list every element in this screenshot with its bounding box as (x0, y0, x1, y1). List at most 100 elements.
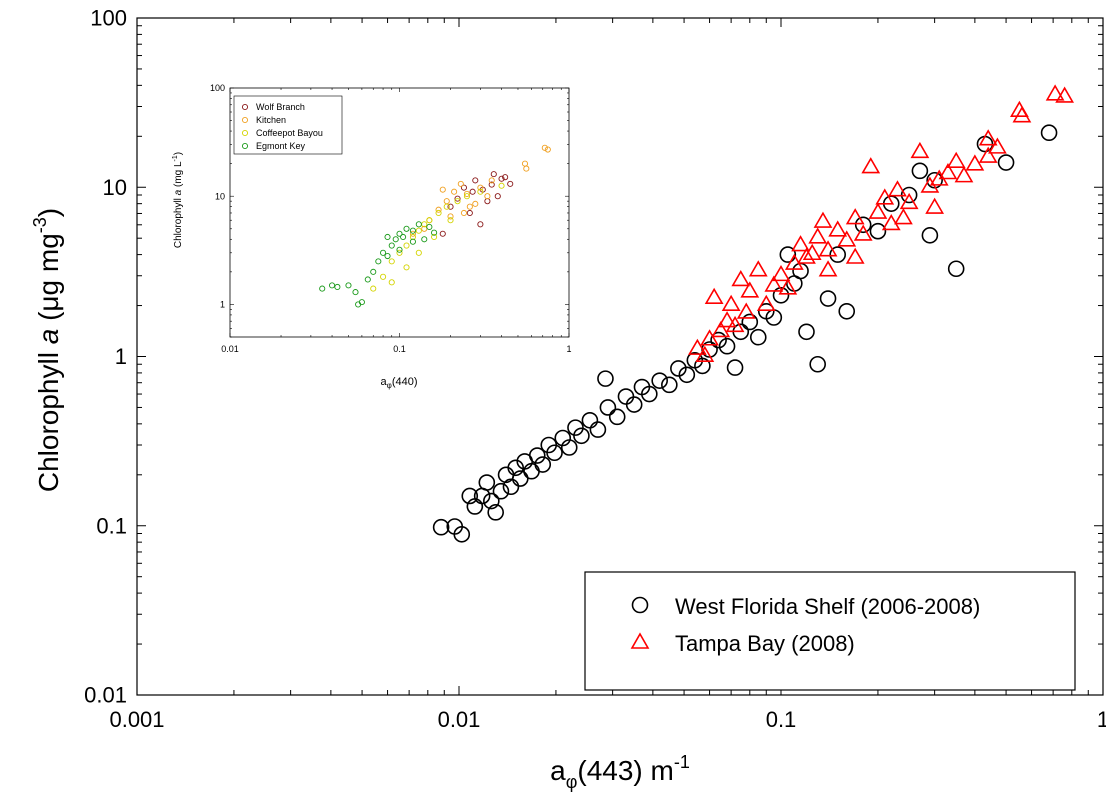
data-point-triangle (791, 235, 810, 252)
data-point-circle (488, 177, 495, 184)
data-point-circle (432, 518, 450, 536)
data-point-triangle (845, 247, 865, 264)
data-point-triangle (764, 275, 784, 292)
data-point-circle (415, 221, 422, 228)
data-point-circle (488, 181, 495, 188)
data-point-circle (403, 225, 410, 232)
x-tick-label: 0.1 (766, 707, 797, 732)
inset-legend-label: Wolf Branch (256, 102, 305, 112)
data-point-circle (463, 193, 471, 200)
x-tick-label: 0.1 (393, 344, 406, 354)
data-point-triangle (954, 166, 974, 183)
data-point-circle (854, 216, 872, 234)
data-point-circle (409, 238, 416, 245)
data-point-circle (431, 229, 438, 236)
data-point-circle (421, 236, 428, 243)
data-point-circle (523, 165, 530, 172)
data-point-circle (435, 206, 442, 213)
main-x-label-sup: -1 (674, 752, 690, 772)
data-point-circle (454, 195, 461, 202)
inset-y-label-rest: (mg L (173, 161, 184, 190)
data-point-circle (409, 230, 416, 237)
data-point-circle (439, 230, 446, 237)
data-point-circle (710, 331, 727, 349)
inset-axis-ticks: 0.01 0.1 1 1 10 100 (210, 83, 572, 354)
data-point-circle (772, 286, 790, 304)
y-tick-label: 0.01 (84, 683, 127, 708)
data-point-circle (498, 182, 505, 189)
data-point-circle (396, 246, 403, 253)
data-point-triangle (700, 329, 719, 346)
data-point-circle (396, 230, 403, 237)
legend-marker-circle (631, 596, 649, 614)
data-point-circle (380, 249, 387, 256)
data-point-circle (431, 233, 438, 241)
data-point-circle (798, 323, 815, 341)
data-point-circle (809, 355, 826, 373)
data-point-circle (453, 526, 471, 543)
inset-y-axis-label: Chlorophyll a (mg L-1) (172, 152, 184, 248)
main-y-label-sup: -3 (30, 217, 50, 233)
data-point-triangle (888, 180, 907, 197)
x-tick-label: 1 (1097, 707, 1106, 732)
data-point-circle (477, 221, 484, 228)
inset-data-points (319, 144, 551, 308)
data-point-circle (478, 474, 496, 491)
data-point-circle (599, 399, 617, 416)
y-tick-label: 10 (215, 191, 225, 201)
inset-legend-label: Egmont Key (256, 141, 306, 151)
data-point-triangle (736, 302, 756, 319)
main-y-label-close: ) (33, 208, 64, 217)
inset-y-label-close: ) (173, 152, 184, 155)
data-point-circle (460, 209, 467, 217)
data-point-circle (451, 188, 458, 195)
data-point-triangle (808, 227, 828, 244)
legend-label-tampa-bay: Tampa Bay (2008) (675, 631, 855, 656)
x-tick-label: 1 (566, 344, 571, 354)
data-point-circle (472, 200, 479, 207)
data-point-triangle (1055, 86, 1075, 103)
data-point-circle (384, 252, 391, 260)
main-data-points (432, 84, 1075, 543)
data-point-triangle (717, 311, 737, 328)
data-point-circle (352, 289, 359, 296)
data-point-triangle (946, 151, 966, 168)
data-point-triangle (853, 224, 873, 241)
data-point-triangle (778, 278, 798, 295)
data-point-circle (726, 359, 744, 376)
data-point-circle (819, 290, 837, 307)
data-point-triangle (688, 338, 707, 355)
data-point-circle (661, 376, 678, 394)
inset-x-label-sub: φ (387, 381, 392, 390)
data-point-triangle (818, 260, 838, 277)
data-point-circle (370, 268, 377, 275)
inset-y-label-pre: Chlorophyll (173, 195, 184, 248)
data-point-circle (546, 444, 563, 462)
inset-x-axis-label: aφ(440) (381, 376, 418, 390)
data-point-circle (457, 180, 464, 187)
data-point-circle (528, 447, 546, 464)
data-point-circle (388, 258, 395, 265)
data-point-circle (608, 408, 626, 426)
data-point-triangle (711, 320, 731, 338)
data-point-circle (829, 246, 847, 263)
data-point-triangle (756, 294, 776, 311)
data-point-circle (403, 264, 410, 271)
main-x-axis-label: aφ(443) m-1 (550, 752, 690, 792)
data-point-circle (415, 227, 422, 234)
data-point-triangle (731, 270, 751, 287)
data-point-triangle (894, 208, 913, 225)
inset-x-label-a: a (381, 376, 388, 388)
data-point-circle (534, 456, 552, 473)
data-point-circle (921, 227, 939, 244)
data-point-triangle (845, 208, 865, 225)
data-point-circle (466, 203, 473, 210)
data-point-circle (651, 372, 668, 389)
data-point-circle (392, 236, 399, 243)
data-point-circle (426, 223, 433, 230)
data-point-circle (463, 190, 471, 197)
data-point-triangle (813, 211, 833, 228)
data-point-circle (507, 459, 525, 477)
